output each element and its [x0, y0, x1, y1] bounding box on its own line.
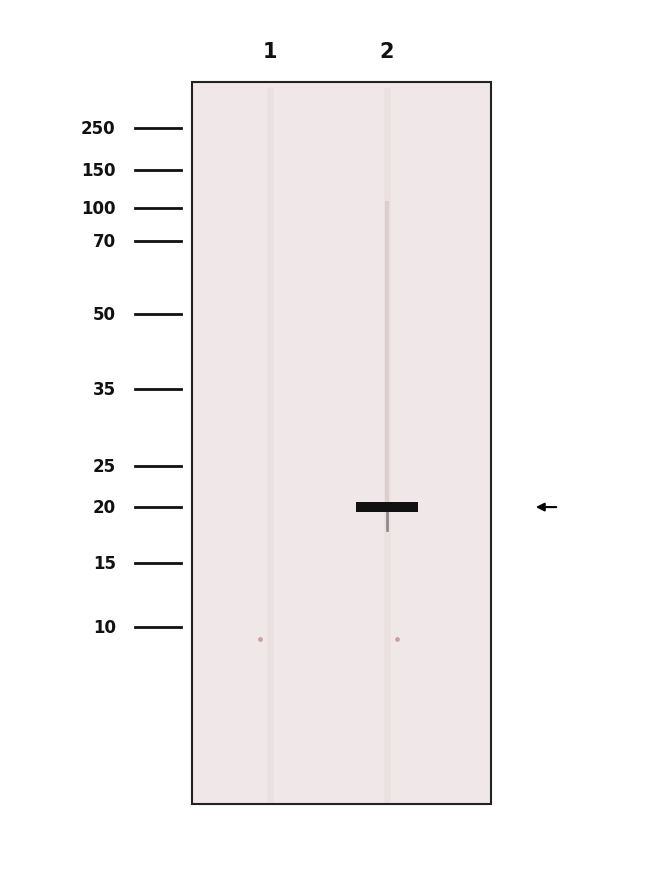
Text: 2: 2	[380, 43, 394, 62]
Text: 35: 35	[92, 381, 116, 398]
Text: 150: 150	[81, 163, 116, 180]
Bar	[356, 502, 417, 513]
Text: 20: 20	[92, 499, 116, 516]
Text: 100: 100	[81, 200, 116, 217]
Text: 250: 250	[81, 120, 116, 137]
Text: 50: 50	[93, 306, 116, 323]
Text: 15: 15	[93, 554, 116, 572]
Text: 25: 25	[92, 458, 116, 475]
Text: 10: 10	[93, 619, 116, 636]
Bar	[192, 83, 491, 804]
Text: 70: 70	[92, 233, 116, 250]
Text: 1: 1	[263, 43, 277, 62]
